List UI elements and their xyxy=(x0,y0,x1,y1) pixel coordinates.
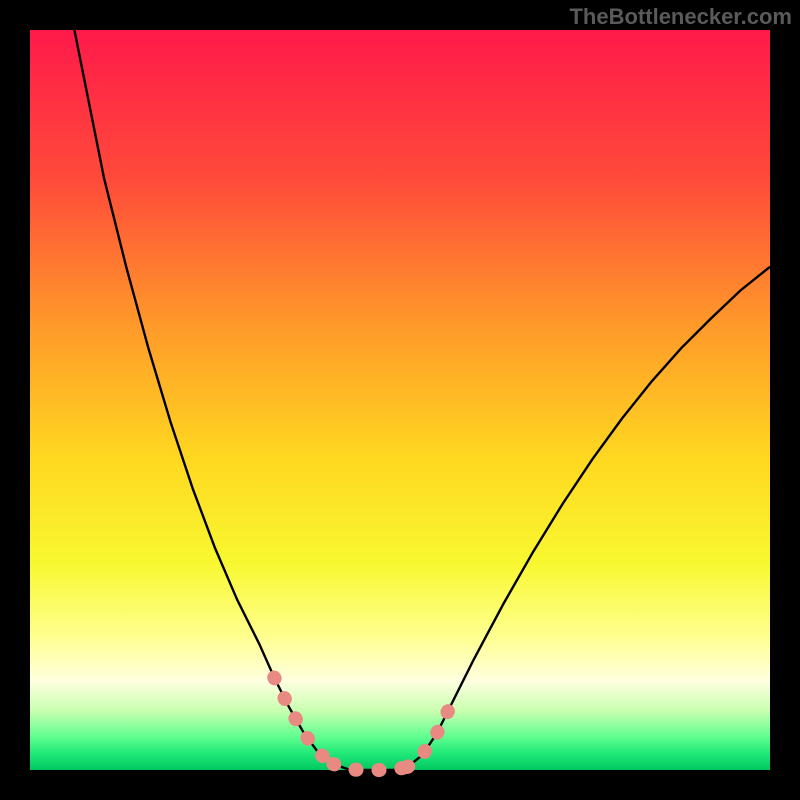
plot-background xyxy=(30,30,770,770)
watermark-text: TheBottlenecker.com xyxy=(569,4,792,30)
plot-svg xyxy=(0,0,800,800)
chart-frame: TheBottlenecker.com xyxy=(0,0,800,800)
